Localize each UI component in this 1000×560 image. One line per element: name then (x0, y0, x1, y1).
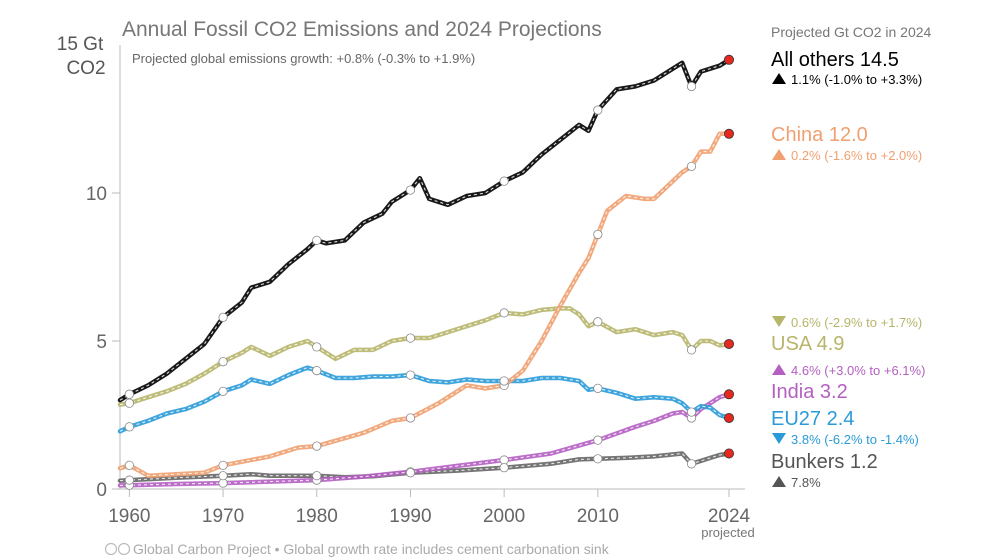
open-marker (124, 475, 134, 485)
open-marker (405, 413, 416, 423)
open-marker (593, 454, 603, 464)
x-tick-label: 2010 (577, 506, 619, 527)
y-tick-label: 5 (96, 332, 107, 353)
y-tick-label: 0 (96, 480, 107, 501)
x-tick-label: 1980 (296, 506, 338, 527)
legend-name-all-others: All others 14.5 (771, 49, 899, 71)
open-marker (405, 468, 416, 478)
x-tick-note-projected: projected (701, 525, 754, 540)
triangle-up-icon (772, 476, 786, 487)
open-marker (686, 81, 697, 92)
projected-marker (724, 338, 735, 349)
series-line-dash-china (119, 133, 729, 477)
series-line-all-others (117, 57, 732, 403)
open-marker (499, 376, 509, 386)
triangle-up-icon (772, 149, 786, 160)
open-marker (124, 389, 134, 399)
chart-title: Annual Fossil CO2 Emissions and 2024 Pro… (122, 18, 602, 41)
series-line-dash-all-others (119, 59, 730, 401)
x-tick-label: 1990 (389, 506, 431, 527)
open-marker (686, 459, 697, 469)
legend-growth: 1.1% (-1.0% to +3.3%) (791, 72, 922, 87)
x-tick-label: 1960 (108, 506, 150, 527)
open-marker (405, 370, 416, 380)
y-tick-label: 10 (86, 184, 107, 205)
legend-growth: 4.6% (+3.0% to +6.1%) (791, 363, 925, 378)
legend-growth: 0.2% (-1.6% to +2.0%) (791, 148, 922, 163)
open-marker (218, 386, 228, 396)
open-marker (218, 312, 228, 322)
open-marker (124, 398, 134, 408)
open-marker (312, 235, 322, 245)
series-line-eu27 (117, 365, 732, 434)
open-marker (312, 441, 322, 451)
open-marker (499, 455, 509, 465)
open-marker (593, 229, 603, 240)
projected-heading: Projected Gt CO2 in 2024 (771, 24, 932, 40)
chart-subtitle: Projected global emissions growth: +0.8%… (132, 51, 475, 66)
open-marker (593, 435, 603, 445)
open-marker (686, 407, 697, 417)
projected-marker (724, 54, 735, 65)
x-tick-label: 1970 (202, 506, 244, 527)
series-line-dash-india (119, 393, 730, 486)
projected-marker (724, 448, 735, 459)
triangle-down-icon (772, 316, 786, 327)
footer-text: Global Carbon Project • Global growth ra… (133, 541, 610, 557)
open-marker (218, 471, 228, 481)
open-marker (312, 342, 322, 352)
triangle-up-icon (772, 364, 786, 375)
legend-name-china: China 12.0 (771, 124, 868, 146)
legend-name-usa: USA 4.9 (771, 333, 844, 355)
y-axis-label-line1: 15 Gt (57, 34, 104, 55)
open-marker (593, 105, 603, 115)
legend-growth: 3.8% (-6.2% to -1.4%) (791, 432, 919, 447)
open-marker (686, 345, 697, 355)
x-tick-label: 2000 (483, 506, 525, 527)
open-marker (593, 383, 603, 393)
axis-ticks: 0 5 10 1960 1970 1980 1990 2000 2010 2024 (86, 184, 751, 527)
open-marker (218, 460, 228, 470)
series-line-usa (117, 306, 732, 407)
open-marker (499, 308, 509, 318)
legend-name-india: India 3.2 (771, 381, 848, 403)
open-marker (124, 422, 134, 432)
open-marker (499, 176, 509, 186)
projected-marker (724, 412, 735, 423)
open-marker (312, 365, 322, 376)
projection-legend: All others 14.51.1% (-1.0% to +3.3%) Chin… (771, 49, 925, 490)
x-tick-label: 2024 (708, 506, 751, 527)
triangle-up-icon (772, 73, 786, 84)
y-axis-label-line2: CO2 (66, 58, 105, 79)
open-marker (686, 161, 697, 171)
legend-growth: 7.8% (791, 475, 821, 490)
open-marker (499, 463, 509, 473)
footer-credit: Global Carbon Project • Global growth ra… (104, 541, 610, 557)
open-marker (218, 357, 228, 367)
triangle-down-icon (772, 433, 786, 444)
open-marker (405, 185, 416, 195)
series-line-dash-bunkers (119, 452, 730, 482)
open-marker (124, 460, 134, 470)
legend-name-bunkers: Bunkers 1.2 (771, 451, 878, 473)
attribution-icon (117, 542, 131, 556)
projected-marker (724, 128, 735, 139)
legend-name-eu27: EU27 2.4 (771, 408, 854, 430)
legend-growth: 0.6% (-2.9% to +1.7%) (791, 315, 922, 330)
open-marker (312, 471, 322, 481)
open-marker (405, 333, 416, 343)
projected-marker (724, 389, 735, 400)
cc-icon (104, 542, 118, 556)
series-lines (117, 57, 732, 488)
series-line-dash-usa (119, 307, 730, 406)
series-markers (124, 54, 735, 490)
open-marker (593, 317, 603, 327)
